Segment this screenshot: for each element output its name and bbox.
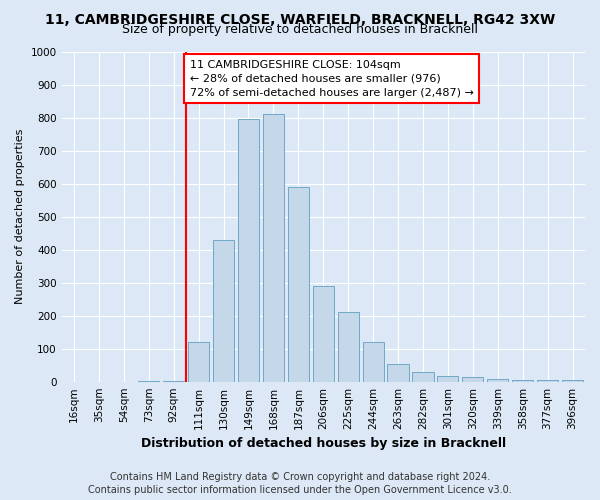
Bar [487,379,508,382]
Bar [388,364,409,382]
Bar [163,380,184,382]
Bar [263,114,284,382]
Bar [138,381,160,382]
X-axis label: Distribution of detached houses by size in Bracknell: Distribution of detached houses by size … [141,437,506,450]
Bar [537,380,558,382]
Bar [512,380,533,382]
Bar [462,378,484,382]
Bar [437,376,458,382]
Bar [288,187,309,382]
Bar [313,286,334,382]
Bar [213,240,234,382]
Bar [238,119,259,382]
Bar [362,342,384,382]
Y-axis label: Number of detached properties: Number of detached properties [15,129,25,304]
Text: 11, CAMBRIDGESHIRE CLOSE, WARFIELD, BRACKNELL, RG42 3XW: 11, CAMBRIDGESHIRE CLOSE, WARFIELD, BRAC… [45,12,555,26]
Bar [338,312,359,382]
Text: Size of property relative to detached houses in Bracknell: Size of property relative to detached ho… [122,22,478,36]
Text: 11 CAMBRIDGESHIRE CLOSE: 104sqm
← 28% of detached houses are smaller (976)
72% o: 11 CAMBRIDGESHIRE CLOSE: 104sqm ← 28% of… [190,60,474,98]
Bar [562,380,583,382]
Bar [188,342,209,382]
Bar [412,372,434,382]
Text: Contains HM Land Registry data © Crown copyright and database right 2024.
Contai: Contains HM Land Registry data © Crown c… [88,472,512,495]
